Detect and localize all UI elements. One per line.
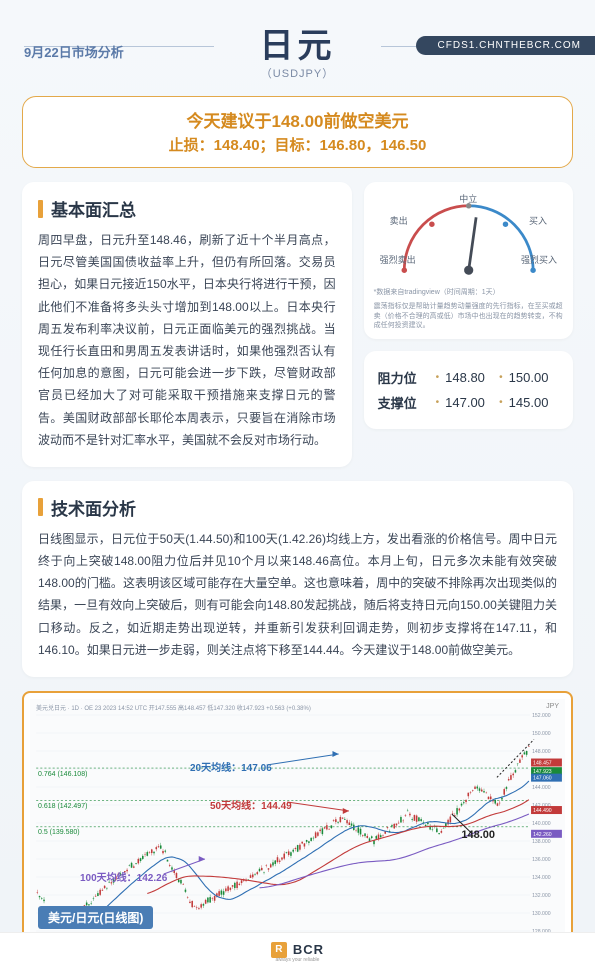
gauge-label-strong-buy: 强烈买入 <box>521 253 557 266</box>
price-chart: 美元兑日元 · 1D · OE 23 2023 14:52 UTC 开147.5… <box>30 699 565 945</box>
fundamental-title: 基本面汇总 <box>38 196 336 221</box>
gauge-source-note: *数据来自tradingview（时间周期：1天） <box>374 288 563 298</box>
svg-text:132.000: 132.000 <box>532 893 551 899</box>
svg-text:148.457: 148.457 <box>533 761 552 767</box>
support-row: 支撑位 • 147.00 • 145.00 <box>378 390 559 415</box>
page-subtitle: （USDJPY） <box>24 65 571 81</box>
dot-icon: • <box>436 397 440 408</box>
fib-618-label: 0.618 (142.497) <box>38 803 87 810</box>
date-label: 9月22日市场分析 <box>24 42 124 61</box>
svg-text:148.000: 148.000 <box>532 749 551 755</box>
chart-card: 美元兑日元 · 1D · OE 23 2023 14:52 UTC 开147.5… <box>22 691 573 953</box>
levels-card: 阻力位 • 148.80 • 150.00 支撑位 • 147.00 • 145… <box>364 351 573 429</box>
svg-text:138.000: 138.000 <box>532 839 551 845</box>
header: 9月22日市场分析 日元 （USDJPY） CFDS1.CHNTHEBCR.CO… <box>0 0 595 88</box>
resistance-label: 阻力位 <box>378 368 432 387</box>
svg-text:147.060: 147.060 <box>533 776 552 782</box>
technical-body: 日线图显示，日元位于50天(1.44.50)和100天(1.42.26)均线上方… <box>38 528 557 661</box>
fundamental-card: 基本面汇总 周四早盘，日元升至148.46，刷新了近十个半月高点，日元尽管美国国… <box>22 182 352 467</box>
gauge-label-buy: 买入 <box>529 214 547 227</box>
svg-text:140.000: 140.000 <box>532 821 551 827</box>
gauge-label-neutral: 中立 <box>459 192 477 205</box>
fundamental-body: 周四早盘，日元升至148.46，刷新了近十个半月高点，日元尽管美国国债收益率上升… <box>38 229 336 451</box>
svg-text:134.000: 134.000 <box>532 875 551 881</box>
bcr-logo-icon: R <box>271 942 287 958</box>
recommendation-main: 今天建议于148.00前做空美元 <box>35 107 560 132</box>
fib-50-label: 0.5 (139.580) <box>38 829 80 836</box>
ma20-label: 20天均线：147.06 <box>190 759 272 774</box>
resistance-1: 148.80 <box>445 370 495 385</box>
gauge-label-sell: 卖出 <box>390 214 408 227</box>
source-url: CFDS1.CHNTHEBCR.COM <box>416 36 595 55</box>
footer-tagline: always your reliable <box>276 957 320 963</box>
technical-title: 技术面分析 <box>38 495 557 520</box>
gauge-disclaimer: 震荡指标仅是帮助计量趋势动量强度的先行指标，在至买或超卖（价格不合理的高或低）市… <box>374 302 563 331</box>
svg-text:152.000: 152.000 <box>532 713 551 719</box>
dot-icon: • <box>499 372 503 383</box>
svg-text:144.000: 144.000 <box>532 785 551 791</box>
support-1: 147.00 <box>445 395 495 410</box>
resistance-row: 阻力位 • 148.80 • 150.00 <box>378 365 559 390</box>
recommendation-targets: 止损：148.40；目标：146.80，146.50 <box>35 134 560 155</box>
technical-card: 技术面分析 日线图显示，日元位于50天(1.44.50)和100天(1.42.2… <box>22 481 573 677</box>
footer: R BCR always your reliable <box>0 932 595 966</box>
chart-currency-label: JPY <box>546 703 559 710</box>
sentiment-gauge: 中立 卖出 买入 强烈卖出 强烈买入 <box>374 192 563 284</box>
ma100-label: 100天均线：142.26 <box>80 869 167 884</box>
gauge-svg <box>374 192 563 284</box>
dot-icon: • <box>499 397 503 408</box>
svg-text:142.260: 142.260 <box>533 832 552 838</box>
footer-brand: BCR <box>293 942 324 957</box>
recommendation-box: 今天建议于148.00前做空美元 止损：148.40；目标：146.80，146… <box>22 96 573 168</box>
svg-text:144.490: 144.490 <box>533 808 552 814</box>
svg-text:130.000: 130.000 <box>532 911 551 917</box>
support-2: 145.00 <box>509 395 559 410</box>
svg-text:136.000: 136.000 <box>532 857 551 863</box>
resistance-2: 150.00 <box>509 370 559 385</box>
sentiment-gauge-card: 中立 卖出 买入 强烈卖出 强烈买入 <box>364 182 573 339</box>
gauge-label-strong-sell: 强烈卖出 <box>380 253 416 266</box>
ma50-label: 50天均线：144.49 <box>210 797 292 812</box>
right-column: 中立 卖出 买入 强烈卖出 强烈买入 <box>364 182 573 467</box>
dot-icon: • <box>436 372 440 383</box>
svg-text:150.000: 150.000 <box>532 731 551 737</box>
support-label: 支撑位 <box>378 393 432 412</box>
chart-title-box: 美元/日元(日线图) <box>38 906 153 929</box>
fib-764-label: 0.764 (146.108) <box>38 771 87 778</box>
row-fundamental-gauge: 基本面汇总 周四早盘，日元升至148.46，刷新了近十个半月高点，日元尽管美国国… <box>22 182 573 467</box>
anno-148: 148.00 <box>461 829 495 841</box>
chart-meta: 美元兑日元 · 1D · OE 23 2023 14:52 UTC 开147.5… <box>36 703 311 712</box>
